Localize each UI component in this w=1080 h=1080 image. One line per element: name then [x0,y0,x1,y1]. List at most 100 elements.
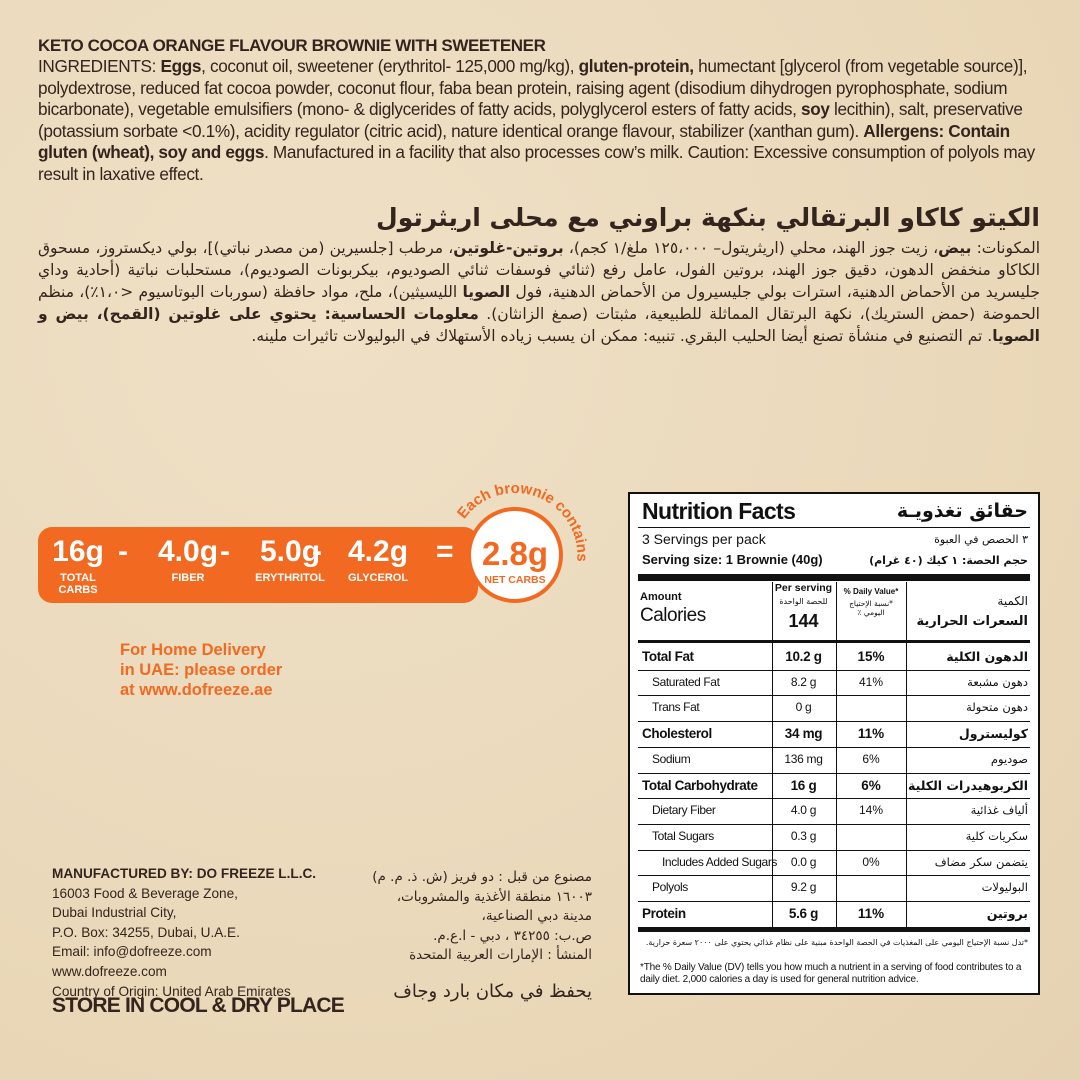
address-line-ar: مدينة دبي الصناعية، [481,908,592,925]
amount-label-ar: الكمية [997,594,1028,608]
product-title-arabic: الكيتو كاكاو البرتقالي بنكهة براوني مع م… [376,203,1040,232]
storage-arabic: يحفظ في مكان بارد وجاف [393,981,592,1002]
delivery-line: For Home Delivery [120,641,266,659]
nutrient-dv: 15% [857,649,885,664]
nutrient-name: Trans Fat [652,700,700,715]
carb-term: 4.2g GLYCEROL [336,535,420,584]
nutrient-name-ar: كوليسترول [958,726,1028,742]
nutrient-name: Includes Added Sugars [662,854,778,869]
nutrient-dv: 6% [862,751,880,766]
ingredient-text: الليسيثين)، ملح، مواد حافظة (سوربات البو… [38,283,1040,323]
row-rule [638,721,1030,723]
nutrient-name: Protein [642,906,686,921]
serving-size-ar: حجم الحصة: ١ كيك (٤٠ غرام) [869,554,1028,567]
column-rule [836,582,837,927]
address-line: Country of Origin: United Arab Emirates [52,983,291,999]
nutrient-name-ar: دهون مشبعة [967,674,1028,689]
nutrient-name-ar: بروتين [986,906,1028,921]
nutrient-dv: 41% [858,674,884,689]
daily-value-head: % Daily Value* [843,587,899,596]
nutrient-name-ar: صوديوم [990,751,1028,766]
row-rule [638,901,1030,902]
nutrient-name-ar: البوليولات [981,880,1028,895]
column-rule [906,582,907,927]
ingredient-text: ، زيت جوز الهند، محلي (اريثريتول– ١٢٥،٠٠… [563,239,939,257]
nutrient-dv: 11% [857,906,885,921]
equals-sign: = [436,535,454,568]
ingredient-text: soy [801,99,830,120]
ingredient-text: بروتين-غلوتين [453,239,564,257]
calories-label: Calories [640,605,706,626]
ingredient-text: Allergens: Contain gluten (wheat), soy a… [38,120,1010,163]
address-line-ar: مصنوع من قبل : دو فريز (ش. ذ. م. م) [372,869,592,885]
nutrient-name-ar: الدهون الكلية [946,649,1028,664]
carb-label: GLYCEROL [347,572,409,584]
ingredients-english: INGREDIENTS: Eggs, coconut oil, sweetene… [38,56,1043,186]
nutrient-name: Total Carbohydrate [642,777,758,793]
delivery-note: For Home Delivery in UAE: please order at … [120,640,282,700]
nutrient-name: Saturated Fat [652,674,720,689]
nutrient-name: Dietary Fiber [652,803,716,818]
ingredient-text: ، مرطب [جلسيرين (من مصدر نباتي)]، بولي د… [38,239,1040,301]
serving-size: Serving size: 1 Brownie (40g) [642,552,823,567]
nutrition-facts: Nutrition Facts حقائق تغذويـة 3 Servings… [628,492,1040,995]
address-line: MANUFACTURED BY: DO FREEZE L.L.C. [52,866,317,881]
footnote: *The % Daily Value (DV) tells you how mu… [640,962,1022,985]
ingredient-text: بيض [938,239,972,257]
address-line-ar: ١٦٠٠٣ منطقة الأغذية والمشروبات، [396,888,592,905]
address-line-ar: المنشأ : الإمارات العربية المتحدة [409,947,592,964]
carb-label: FIBER [171,572,205,584]
manufacturer-english: MANUFACTURED BY: DO FREEZE L.L.C. 16003 F… [52,864,316,1001]
carb-term: 4.0g FIBER [146,535,230,584]
row-rule [638,669,1030,671]
row-rule [638,695,1030,697]
per-serving-ar: للحصة الواحدة [779,597,828,606]
address-line: 16003 Food & Beverage Zone, [52,885,238,901]
nutrient-amount: 4.0 g [790,803,817,818]
nutrient-name: Polyols [652,880,688,895]
ingredients-arabic: المكونات: بيض، زيت جوز الهند، محلي (اريث… [38,237,1040,347]
nutrient-name-ar: دهون متحولة [966,700,1028,715]
address-line: www.dofreeze.com [52,963,167,979]
delivery-line: in UAE: please order [120,661,283,679]
row-rule [638,875,1030,877]
manufacturer-arabic: مصنوع من قبل : دو فريز (ش. ذ. م. م) ١٦٠٠٣… [372,868,592,966]
minus-sign: - [118,535,128,568]
carb-value: 4.0g [157,535,219,568]
servings: 3 Servings per pack [642,531,766,547]
nutrient-name: Cholesterol [642,726,712,742]
nutrient-amount: 8.2 g [790,674,817,689]
product-title: KETO COCOA ORANGE FLAVOUR BROWNIE WITH S… [38,36,546,55]
ingredient-text: INGREDIENTS: [38,56,161,76]
row-rule [638,746,1030,748]
ingredient-text: المكونات: [971,239,1040,257]
nutrient-amount: 10.2 g [785,649,822,664]
nutrient-name-ar: ألياف غذائية [970,803,1028,818]
storage-english: STORE IN COOL & DRY PLACE [52,994,345,1017]
nutrient-dv: 14% [858,803,884,818]
nutrient-amount: 0.3 g [790,828,817,843]
nf-title-ar: حقائق تغذويـة [896,500,1028,522]
ingredient-text: lecithin), salt, preservative (potassium… [38,99,1023,141]
row-rule [638,849,1030,851]
address-line: Email: info@dofreeze.com [52,944,212,960]
nutrient-amount: 9.2 g [790,880,817,895]
carb-label: ERYTHRITOL [255,572,325,584]
calories-value: 144 [788,611,819,631]
minus-sign: - [220,535,230,568]
ingredient-text: الصويا [462,283,511,301]
nutrient-amount: 0.0 g [790,854,817,869]
address-line: Dubai Industrial City, [52,905,177,921]
ingredient-text: gluten-protein, [578,56,694,76]
ingredient-text: Eggs [160,56,202,76]
row-rule [638,798,1030,800]
ingredient-text: . تم التصنيع في منشأة تصنع أيضا الحليب ا… [251,327,993,345]
nutrient-name-ar: سكريات كلية [965,828,1028,843]
ingredient-text: , coconut oil, sweetener (erythritol- 12… [201,56,579,76]
carb-label: TOTAL CARBS [58,572,98,596]
net-carbs-banner: 16g TOTAL CARBS 4.0g FIBER 5.0g ERYTHRITOL 4.2… [38,527,478,603]
nutrient-amount: 5.6 g [788,906,819,921]
row-rule [638,823,1030,825]
daily-value-head-ar: *نسبة الإحتياج اليومي ٪ [849,599,893,617]
